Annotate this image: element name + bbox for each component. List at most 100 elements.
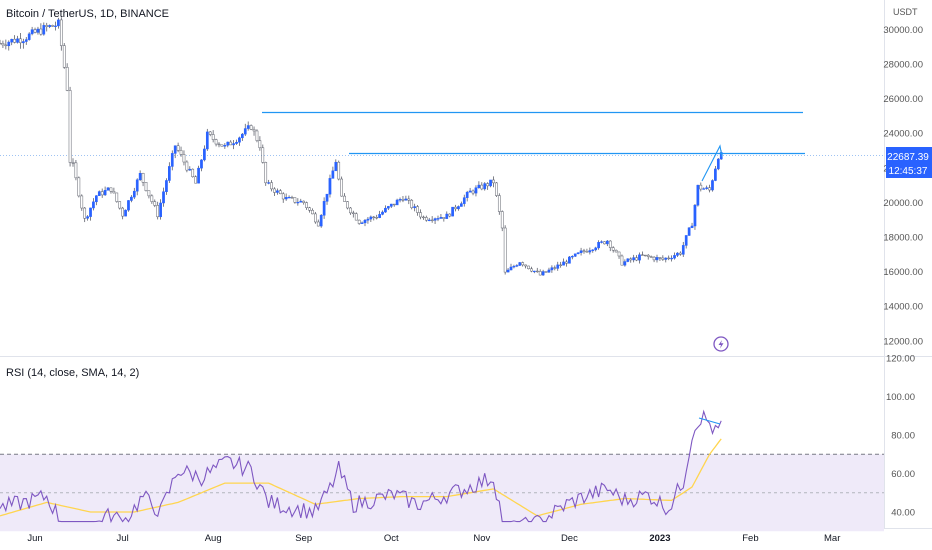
rsi-trend-drawing[interactable] <box>698 417 721 425</box>
time-tick-label: Nov <box>473 533 490 544</box>
candle-body <box>424 217 428 221</box>
candle-body <box>302 200 306 203</box>
candle-body <box>512 265 516 268</box>
candle-body <box>436 218 440 220</box>
candle-body <box>468 190 472 193</box>
candle-body <box>535 270 539 273</box>
candle-body <box>433 218 437 221</box>
candle-body <box>208 131 212 135</box>
candle-body <box>375 217 379 219</box>
price-axis: 30000.0028000.0026000.0024000.0022000.00… <box>883 25 923 347</box>
candle-body <box>287 196 291 199</box>
candle-body <box>51 25 54 27</box>
candle-body <box>68 90 72 163</box>
candle-body <box>319 215 323 227</box>
candle-body <box>185 161 189 171</box>
candle-body <box>489 179 492 187</box>
candle-body <box>223 145 227 147</box>
candle-body <box>10 38 14 43</box>
candle-body <box>322 201 326 216</box>
time-tick-label: Mar <box>824 533 840 544</box>
candle-body <box>553 267 557 269</box>
candle-body <box>559 264 562 266</box>
candle-body <box>346 201 349 209</box>
candle-body <box>351 212 355 214</box>
candle-body <box>454 206 457 210</box>
candle-body <box>267 182 270 184</box>
candle-body <box>299 200 303 203</box>
candle-body <box>568 256 571 264</box>
candle-body <box>556 264 560 269</box>
rsi-indicator-title[interactable]: RSI (14, close, SMA, 14, 2) <box>6 367 140 379</box>
candle-body <box>538 271 542 276</box>
rsi-tick-label: 40.00 <box>891 508 915 519</box>
candle-body <box>83 207 87 219</box>
candle-body <box>366 218 370 221</box>
candle-body <box>608 240 612 248</box>
time-tick-label: Aug <box>205 533 222 544</box>
candle-body <box>430 219 434 222</box>
candle-body <box>611 247 615 251</box>
candle-body <box>562 261 565 266</box>
candle-body <box>147 190 151 197</box>
candle-body <box>471 190 475 194</box>
candle-body <box>594 247 598 251</box>
price-tick-label: 20000.00 <box>883 198 923 209</box>
trend-drawing[interactable] <box>701 144 723 182</box>
candle-body <box>600 241 603 243</box>
candle-body <box>42 25 46 35</box>
candle-body <box>384 207 387 213</box>
candle-body <box>19 38 22 44</box>
candle-body <box>176 145 180 151</box>
candle-body <box>381 211 384 215</box>
candle-body <box>252 129 256 132</box>
candle-body <box>690 225 694 229</box>
candle-body <box>203 148 206 161</box>
candle-body <box>585 251 589 253</box>
candle-body <box>328 178 332 195</box>
candle-body <box>290 196 294 199</box>
candle-body <box>544 271 548 273</box>
candle-body <box>48 25 51 27</box>
candle-body <box>492 179 495 184</box>
candle-body <box>127 200 130 211</box>
candle-body <box>22 41 25 44</box>
candle-body <box>620 255 624 266</box>
candle-body <box>311 210 314 215</box>
candle-body <box>673 255 676 259</box>
candle-body <box>188 168 192 171</box>
candle-body <box>296 201 300 204</box>
candle-body <box>214 139 218 145</box>
candle-body <box>550 267 554 271</box>
candle-body <box>59 19 63 46</box>
candle-body <box>340 178 343 197</box>
candle-body <box>92 201 95 209</box>
candle-body <box>220 144 224 147</box>
candle-body <box>547 269 551 273</box>
candle-body <box>200 159 203 169</box>
candle-body <box>389 203 393 207</box>
candle-body <box>684 235 688 246</box>
candle-body <box>241 133 244 139</box>
candle-body <box>632 257 635 261</box>
candle-body <box>354 213 358 221</box>
candle-body <box>687 227 691 236</box>
candle-body <box>246 125 250 129</box>
candle-body <box>518 262 522 266</box>
candle-body <box>357 219 361 224</box>
candle-body <box>276 190 279 193</box>
candle-body <box>591 249 595 251</box>
candle-body <box>483 183 487 190</box>
candle-body <box>168 166 171 181</box>
candle-body <box>30 29 34 35</box>
candle-body <box>410 199 414 209</box>
time-tick-label: Jul <box>117 533 129 544</box>
rsi-tick-label: 60.00 <box>891 469 915 480</box>
candle-body <box>261 147 265 163</box>
candle-body <box>693 204 697 227</box>
lightning-icon[interactable] <box>713 336 729 352</box>
candle-body <box>711 180 714 191</box>
symbol-title[interactable]: Bitcoin / TetherUS, 1D, BINANCE <box>6 8 170 20</box>
candle-body <box>305 202 308 208</box>
